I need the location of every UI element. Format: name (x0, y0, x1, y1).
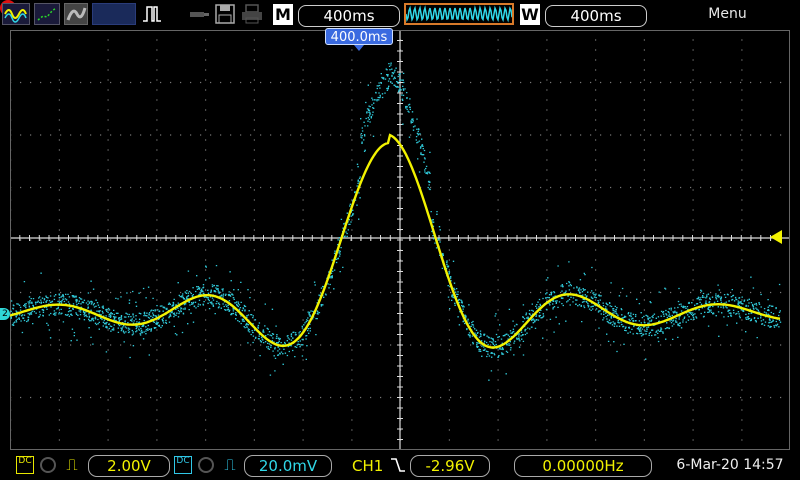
top-toolbar: M 400ms W 400ms Menu (0, 0, 800, 30)
waveform-mode-icon[interactable] (2, 3, 30, 25)
menu-button[interactable]: Menu (708, 6, 747, 22)
ch1-bandwidth-icon[interactable] (40, 457, 56, 473)
main-timebase-label: M (273, 4, 293, 25)
ch1-coupling-icon[interactable]: DC (16, 456, 34, 474)
ch2-ground-marker[interactable]: 2 (0, 308, 10, 320)
save-icon[interactable] (214, 3, 236, 25)
ch1-invert-icon[interactable]: ⎍ (66, 455, 78, 474)
ch2-coupling-icon[interactable]: DC (174, 456, 192, 474)
trigger-pulse-icon[interactable] (142, 3, 162, 25)
ch2-noise-points (10, 62, 782, 381)
falling-edge-icon[interactable] (390, 456, 406, 474)
ch2-invert-icon[interactable]: ⎍ (224, 455, 236, 474)
persistence-icon[interactable] (64, 3, 88, 25)
display-dots-icon[interactable] (34, 3, 60, 25)
trigger-position-marker[interactable]: 400.0ms (325, 28, 393, 45)
status-panel (92, 3, 136, 25)
print-icon[interactable] (240, 3, 264, 25)
bottom-status-bar: DC ⎍ 2.00V DC ⎍ 20.0mV CH1 -2.96V 0.0000… (0, 450, 800, 480)
ch2-bandwidth-icon[interactable] (198, 457, 214, 473)
main-timebase-value[interactable]: 400ms (298, 5, 400, 27)
date-time: 6-Mar-20 14:57 (676, 457, 784, 473)
ch1-trace (10, 133, 781, 349)
trigger-source[interactable]: CH1 (352, 457, 384, 475)
graticule-border (10, 30, 790, 450)
frequency-counter[interactable]: 0.00000Hz (514, 455, 652, 477)
waveform-display[interactable] (10, 30, 790, 450)
trigger-level-arrow[interactable] (770, 230, 782, 244)
trigger-level-value[interactable]: -2.96V (410, 455, 490, 477)
probe-icon[interactable] (188, 3, 210, 25)
window-timebase-label: W (520, 4, 540, 25)
ch2-scale-value[interactable]: 20.0mV (244, 455, 332, 477)
graticule (10, 30, 790, 450)
window-timebase-value[interactable]: 400ms (545, 5, 647, 27)
waveform-overview[interactable] (404, 3, 514, 25)
ch2-noise-trace (10, 62, 782, 381)
ch1-scale-value[interactable]: 2.00V (88, 455, 170, 477)
trigger-position-pointer (354, 45, 364, 51)
axis-ticks (10, 30, 790, 450)
